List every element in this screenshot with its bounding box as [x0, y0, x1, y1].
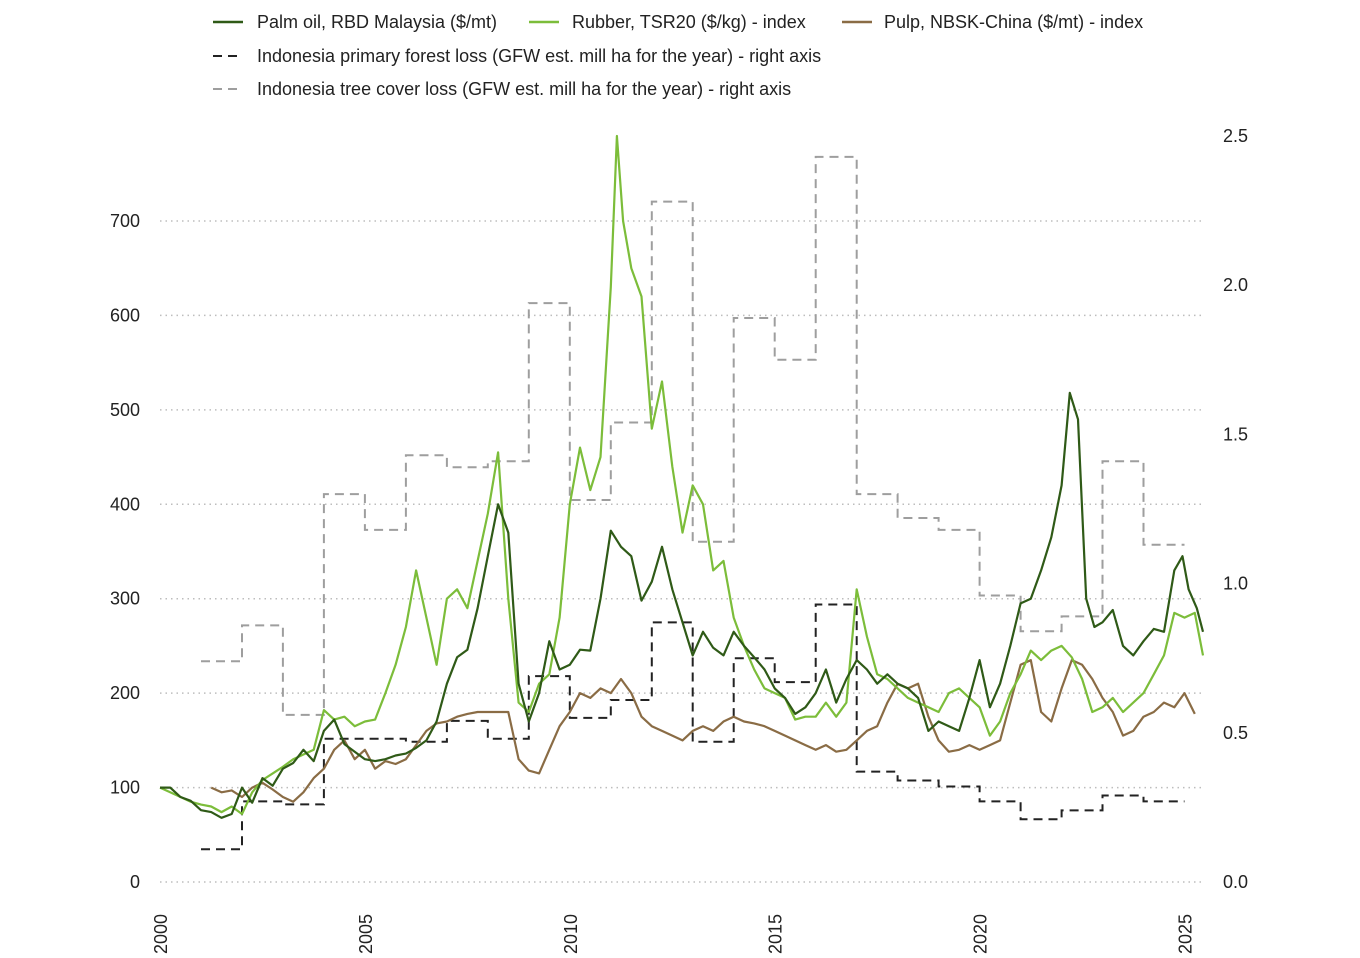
legend-item-primary-forest-loss: Indonesia primary forest loss (GFW est. … [213, 46, 821, 66]
legend-item-rubber: Rubber, TSR20 ($/kg) - index [529, 12, 806, 32]
y-tick-label-right: 1.5 [1223, 424, 1248, 444]
primary-forest-loss-line [201, 603, 1185, 851]
x-tick-label: 2010 [561, 914, 581, 954]
x-tick-label: 2025 [1176, 914, 1196, 954]
rubber-line [159, 134, 1205, 816]
y-axis-left: 0 100 200 300 400 500 600 700 [110, 211, 140, 892]
legend-label-tree-cover-loss: Indonesia tree cover loss (GFW est. mill… [257, 79, 791, 99]
y-tick-label-right: 0.5 [1223, 723, 1248, 743]
pulp-line [210, 659, 1196, 803]
legend-label-palm-oil: Palm oil, RBD Malaysia ($/mt) [257, 12, 497, 32]
legend: Palm oil, RBD Malaysia ($/mt) Rubber, TS… [213, 12, 1143, 99]
x-tick-label: 2020 [971, 914, 991, 954]
legend-item-tree-cover-loss: Indonesia tree cover loss (GFW est. mill… [213, 79, 791, 99]
y-tick-label-left: 700 [110, 211, 140, 231]
legend-label-rubber: Rubber, TSR20 ($/kg) - index [572, 12, 806, 32]
x-tick-label: 2015 [766, 914, 786, 954]
y-tick-label-right: 2.5 [1223, 126, 1248, 146]
y-tick-label-right: 2.0 [1223, 275, 1248, 295]
x-tick-label: 2000 [151, 914, 171, 954]
tree-cover-loss-line [201, 155, 1185, 716]
y-axis-right: 0.0 0.5 1.0 1.5 2.0 2.5 [1223, 126, 1248, 892]
y-tick-label-left: 200 [110, 683, 140, 703]
y-tick-label-right: 0.0 [1223, 872, 1248, 892]
plot-area [159, 134, 1205, 851]
x-tick-label: 2005 [356, 914, 376, 954]
y-tick-label-left: 400 [110, 494, 140, 514]
gridlines [160, 220, 1205, 883]
y-tick-label-left: 600 [110, 305, 140, 325]
x-axis: 2000 2005 2010 2015 2020 2025 [151, 914, 1196, 954]
legend-item-pulp: Pulp, NBSK-China ($/mt) - index [842, 12, 1143, 32]
y-tick-label-left: 0 [130, 872, 140, 892]
y-tick-label-left: 500 [110, 400, 140, 420]
palm-oil-line [160, 391, 1205, 819]
legend-item-palm-oil: Palm oil, RBD Malaysia ($/mt) [213, 12, 497, 32]
y-tick-label-left: 300 [110, 589, 140, 609]
y-tick-label-left: 100 [110, 778, 140, 798]
legend-label-primary-forest-loss: Indonesia primary forest loss (GFW est. … [257, 46, 821, 66]
legend-label-pulp: Pulp, NBSK-China ($/mt) - index [884, 12, 1143, 32]
y-tick-label-right: 1.0 [1223, 574, 1248, 594]
